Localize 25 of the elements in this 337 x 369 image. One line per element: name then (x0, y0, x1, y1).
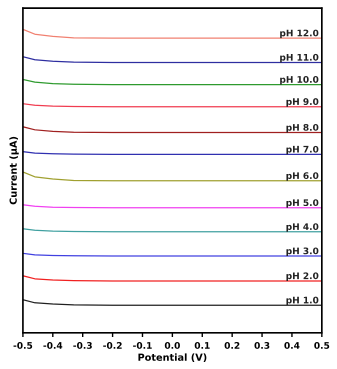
x-tick-label: 0.4 (284, 342, 300, 349)
series-label: pH 7.0 (286, 146, 318, 154)
series-label: pH 8.0 (286, 124, 318, 133)
x-tick-label: 0.5 (314, 342, 330, 349)
series-label: pH 4.0 (286, 223, 318, 232)
series-label: pH 6.0 (286, 172, 318, 181)
x-tick-label: -0.5 (14, 342, 32, 349)
series-label: pH 3.0 (286, 247, 318, 256)
x-tick-label: 0.3 (254, 342, 270, 349)
x-tick-label: 0.2 (224, 342, 240, 349)
x-tick-label: 0.0 (164, 342, 180, 349)
series-label: pH 2.0 (286, 272, 318, 281)
x-tick-label: -0.4 (43, 342, 62, 349)
y-axis-title: Current (μA) (9, 136, 19, 204)
series-label: pH 11.0 (280, 54, 318, 62)
x-tick-label: -0.1 (133, 342, 152, 349)
series-label: pH 5.0 (286, 199, 318, 208)
series-label: pH 12.0 (280, 30, 318, 38)
series-label: pH 1.0 (286, 296, 318, 306)
x-tick-label: -0.3 (73, 342, 92, 349)
series-label: pH 10.0 (280, 76, 318, 85)
x-tick-label: -0.2 (103, 342, 122, 349)
series-label: pH 9.0 (286, 98, 318, 107)
x-axis-title: Potential (V) (138, 353, 206, 362)
x-tick-label: 0.1 (194, 342, 210, 349)
